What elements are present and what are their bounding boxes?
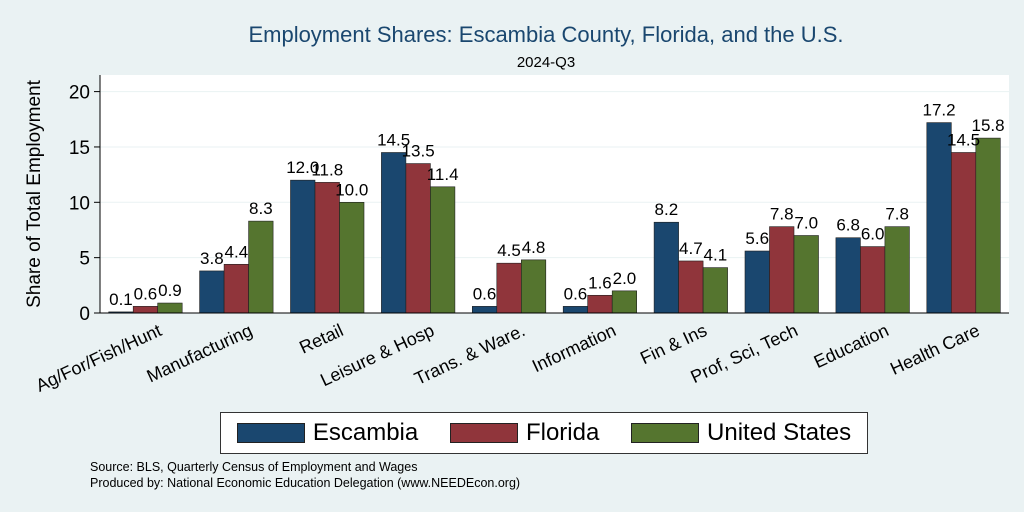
legend-item-escambia: Escambia bbox=[236, 419, 419, 447]
bar-escambia-trans-ware bbox=[471, 306, 498, 314]
data-label-escambia-information: 0.6 bbox=[564, 284, 588, 303]
y-tick-label: 15 bbox=[69, 138, 90, 159]
legend-swatch-florida bbox=[449, 423, 518, 443]
y-axis-label: Share of Total Employment bbox=[24, 79, 45, 307]
data-label-united-states-information: 2.0 bbox=[613, 269, 637, 288]
value-labels: 0.1 0.6 0.93.8 4.48.312.011.810.014.513.511… bbox=[109, 101, 1004, 309]
data-label-escambia-manufacturing: 3.8 bbox=[200, 249, 224, 268]
data-label-united-states-leisure-hosp: 11.4 bbox=[427, 165, 459, 184]
data-label-united-states-fin-ins: 4.1 bbox=[704, 246, 728, 265]
x-tick-label: Health Care bbox=[887, 320, 983, 379]
x-tick-label: Retail bbox=[296, 320, 346, 358]
source-note: Source: BLS, Quarterly Census of Employm… bbox=[90, 460, 418, 474]
chart-subtitle: 2024-Q3 bbox=[517, 54, 575, 71]
bar-florida-ag-for-fish-hunt bbox=[132, 306, 158, 314]
bar-florida-prof-sci-tech bbox=[769, 226, 795, 314]
y-tick-label: 5 bbox=[79, 249, 90, 270]
data-label-united-states-prof-sci-tech: 7.0 bbox=[794, 214, 818, 233]
chart-title: Employment Shares: Escambia County, Flor… bbox=[248, 22, 843, 47]
y-tick-label: 0 bbox=[79, 304, 90, 325]
legend-item-florida: Florida bbox=[449, 419, 600, 447]
data-label-escambia-health-care: 17.2 bbox=[923, 101, 956, 120]
data-label-escambia-education: 6.8 bbox=[836, 216, 860, 235]
bar-united-states-trans-ware bbox=[520, 259, 547, 314]
bar-united-states-health-care bbox=[975, 137, 1001, 314]
bar-united-states-ag-for-fish-hunt bbox=[157, 302, 183, 314]
data-label-florida-manufacturing: 4.4 bbox=[225, 242, 249, 261]
data-label-united-states-retail: 10.0 bbox=[335, 180, 368, 199]
legend-label-escambia: Escambia bbox=[312, 419, 419, 446]
data-label-united-states-trans-ware: 4.8 bbox=[522, 238, 546, 257]
bar-florida-fin-ins bbox=[678, 260, 704, 314]
bar-escambia-health-care bbox=[926, 122, 952, 314]
footer: Source: BLS, Quarterly Census of Employm… bbox=[90, 459, 520, 491]
data-label-escambia-prof-sci-tech: 5.6 bbox=[745, 229, 769, 248]
data-label-florida-leisure-hosp: 13.5 bbox=[402, 142, 435, 161]
data-label-united-states-health-care: 15.8 bbox=[972, 116, 1005, 135]
x-tick-label: Fin & Ins bbox=[637, 320, 710, 368]
bar-escambia-prof-sci-tech bbox=[744, 250, 770, 314]
bar-united-states-education bbox=[884, 226, 910, 314]
bar-united-states-retail bbox=[339, 202, 365, 314]
y-tick-label: 20 bbox=[69, 83, 90, 104]
x-tick-label: Ag/For/Fish/Hunt bbox=[33, 320, 165, 396]
bar-united-states-leisure-hosp bbox=[430, 186, 456, 314]
data-label-escambia-retail: 12.0 bbox=[286, 158, 319, 177]
data-label-escambia-trans-ware: 0.6 bbox=[473, 284, 497, 303]
x-tick-label: Education bbox=[811, 320, 892, 372]
bar-escambia-retail bbox=[290, 179, 316, 314]
produced-by-note: Produced by: National Economic Education… bbox=[90, 476, 521, 490]
legend: Escambia Florida United States bbox=[220, 412, 868, 454]
data-label-united-states-ag-for-fish-hunt: 0.9 bbox=[158, 281, 182, 300]
bars bbox=[108, 122, 1001, 314]
legend-swatch-escambia bbox=[236, 423, 305, 443]
bar-united-states-fin-ins bbox=[702, 267, 728, 314]
bar-escambia-leisure-hosp bbox=[381, 152, 407, 314]
bar-united-states-information bbox=[611, 290, 638, 314]
bar-florida-health-care bbox=[950, 152, 977, 314]
data-label-florida-fin-ins: 4.7 bbox=[679, 239, 703, 258]
x-tick-label: Information bbox=[529, 320, 619, 376]
data-label-florida-ag-for-fish-hunt: 0.6 bbox=[134, 284, 158, 303]
y-axis: 0 5 10 15 20 bbox=[69, 75, 101, 325]
bar-florida-information bbox=[587, 294, 613, 314]
bar-escambia-information bbox=[562, 306, 589, 314]
data-label-escambia-leisure-hosp: 14.5 bbox=[377, 130, 410, 149]
legend-swatch-united-states bbox=[631, 423, 700, 443]
bar-florida-leisure-hosp bbox=[405, 163, 431, 314]
data-label-united-states-manufacturing: 8.3 bbox=[249, 199, 273, 218]
bar-united-states-prof-sci-tech bbox=[793, 235, 819, 314]
bar-florida-retail bbox=[314, 182, 340, 314]
data-label-escambia-ag-for-fish-hunt: 0.1 bbox=[109, 290, 133, 309]
bar-florida-manufacturing bbox=[223, 263, 249, 314]
data-label-escambia-fin-ins: 8.2 bbox=[655, 200, 679, 219]
data-label-florida-prof-sci-tech: 7.8 bbox=[770, 205, 794, 224]
bar-escambia-education bbox=[835, 237, 861, 314]
bar-escambia-fin-ins bbox=[653, 221, 679, 314]
data-label-florida-education: 6.0 bbox=[861, 225, 885, 244]
bar-escambia-manufacturing bbox=[199, 270, 225, 314]
y-tick-label: 10 bbox=[69, 193, 90, 214]
data-label-florida-trans-ware: 4.5 bbox=[497, 241, 521, 260]
legend-label-united-states: United States bbox=[707, 419, 852, 446]
data-label-florida-retail: 11.8 bbox=[311, 160, 343, 179]
bar-florida-education bbox=[860, 246, 886, 314]
data-label-florida-information: 1.6 bbox=[588, 273, 612, 292]
bar-florida-trans-ware bbox=[496, 262, 522, 314]
legend-label-florida: Florida bbox=[525, 419, 600, 446]
data-label-florida-health-care: 14.5 bbox=[947, 130, 980, 149]
bar-united-states-manufacturing bbox=[248, 220, 274, 314]
legend-item-united-states: United States bbox=[631, 419, 851, 447]
data-label-united-states-education: 7.8 bbox=[885, 205, 909, 224]
